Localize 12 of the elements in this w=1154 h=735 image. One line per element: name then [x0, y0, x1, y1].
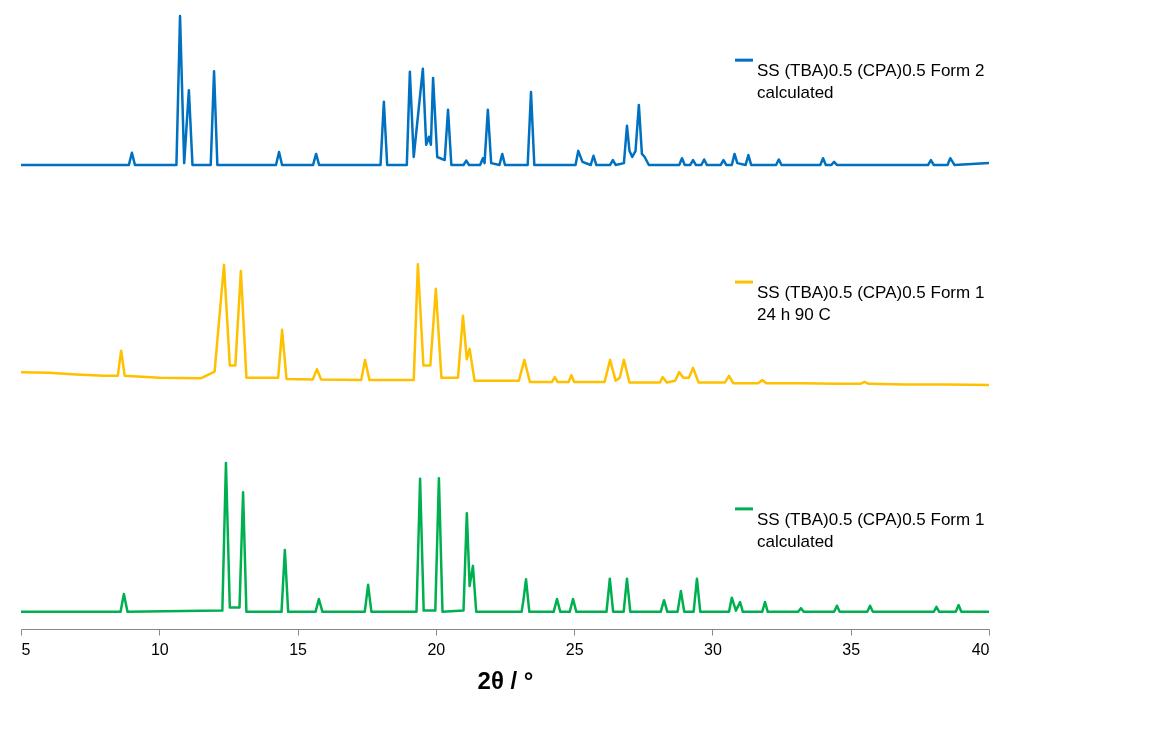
- x-tick-label: 40: [971, 640, 990, 658]
- x-tick-label: 15: [289, 640, 308, 658]
- x-tick-label: 10: [150, 640, 169, 658]
- x-tick-label: 5: [21, 640, 31, 658]
- x-tick-label: 30: [704, 640, 722, 658]
- x-tick-label: 35: [842, 640, 861, 658]
- x-axis-title: 2θ / °: [477, 666, 534, 694]
- x-tick-label: 20: [427, 640, 446, 658]
- legend-label: SS (TBA)0.5 (CPA)0.5 Form 2 calculated: [757, 61, 985, 103]
- x-tick-label: 25: [565, 640, 584, 658]
- legend-label: SS (TBA)0.5 (CPA)0.5 Form 1 calculated: [757, 509, 985, 551]
- legend-label: SS (TBA)0.5 (CPA)0.5 Form 1 24 h 90 C: [757, 283, 985, 325]
